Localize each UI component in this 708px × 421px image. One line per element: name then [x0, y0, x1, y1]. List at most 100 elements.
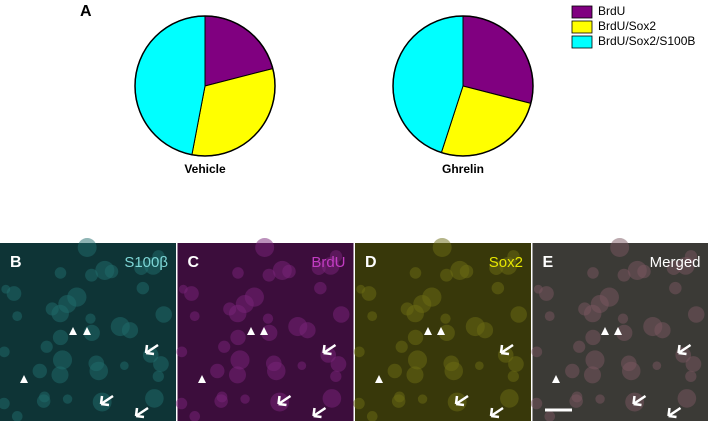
cell [77, 238, 97, 257]
cell [232, 267, 244, 279]
cell [32, 363, 47, 379]
cell [62, 394, 73, 404]
cell [356, 284, 366, 294]
cell [595, 394, 605, 404]
cell [476, 322, 494, 339]
cell [52, 350, 73, 370]
cell [155, 306, 172, 323]
cell [152, 370, 164, 383]
panel-letter: D [365, 254, 377, 271]
panel-label: Merged [650, 254, 701, 271]
arrow [134, 406, 149, 419]
cell [230, 350, 250, 370]
cell [40, 340, 53, 353]
cell [438, 324, 455, 341]
arrow [312, 406, 327, 419]
cell [573, 340, 586, 353]
arrowhead [424, 327, 432, 335]
cell [266, 361, 286, 381]
cell [394, 391, 405, 403]
cell [322, 389, 342, 408]
cell [262, 313, 274, 324]
arrowhead [198, 375, 206, 383]
cell [565, 363, 580, 379]
cell [499, 256, 518, 275]
cell [387, 363, 402, 379]
cell [587, 267, 599, 279]
cell [299, 322, 316, 339]
cell [12, 311, 23, 322]
cell [617, 313, 629, 324]
cell [444, 361, 464, 381]
arrow [277, 394, 292, 407]
cell [687, 306, 705, 323]
cell [184, 286, 199, 301]
cell [616, 324, 633, 341]
cell [330, 370, 342, 383]
cell [677, 389, 697, 408]
cell [366, 411, 378, 421]
arrow [454, 394, 469, 407]
cell [544, 411, 556, 421]
cell [353, 346, 365, 358]
cell [52, 329, 69, 346]
panel-letter: B [10, 254, 22, 271]
cell [654, 322, 671, 339]
cell [210, 363, 225, 379]
cell [685, 356, 702, 372]
cell [507, 370, 519, 383]
legend-label: BrdU [598, 4, 625, 18]
arrowhead [601, 327, 609, 335]
cell [330, 356, 347, 372]
cell [500, 389, 519, 408]
arrowhead [260, 327, 268, 335]
cell [422, 287, 442, 307]
cell [85, 268, 98, 282]
arrowhead [614, 327, 622, 335]
cell [218, 340, 231, 353]
cell [621, 361, 641, 381]
legend-label: BrdU/Sox2 [598, 19, 656, 33]
cell [440, 313, 451, 324]
cell [175, 397, 188, 410]
cell [432, 238, 452, 257]
cell [272, 260, 292, 280]
cell [51, 366, 69, 384]
cell [539, 286, 554, 301]
cell [409, 267, 422, 279]
panel-letter: E [543, 254, 554, 271]
cell [1, 284, 11, 294]
cell [176, 346, 188, 358]
arrow [144, 343, 159, 356]
cell [627, 260, 647, 280]
cell [321, 256, 340, 275]
arrow [632, 394, 647, 407]
cell [491, 281, 505, 295]
cell [530, 397, 543, 410]
arrow [667, 406, 682, 419]
cell [314, 281, 327, 295]
cell [89, 361, 109, 381]
cell [153, 356, 169, 372]
cell [240, 394, 250, 404]
cell [353, 397, 365, 410]
cell [361, 286, 377, 301]
cell [407, 329, 424, 346]
arrowhead [375, 375, 383, 383]
cell [533, 284, 543, 294]
cell [261, 324, 278, 341]
panel-label: BrdU [311, 254, 345, 271]
arrow [99, 394, 114, 407]
cell [599, 287, 619, 307]
cell [617, 268, 631, 282]
cell [652, 361, 662, 370]
cell [11, 411, 23, 421]
cell [228, 366, 247, 384]
cell [189, 311, 200, 322]
legend-swatch [571, 35, 593, 49]
arrowhead [69, 327, 77, 335]
cell [585, 350, 605, 370]
cell [669, 281, 682, 295]
legend-swatch [571, 20, 593, 34]
